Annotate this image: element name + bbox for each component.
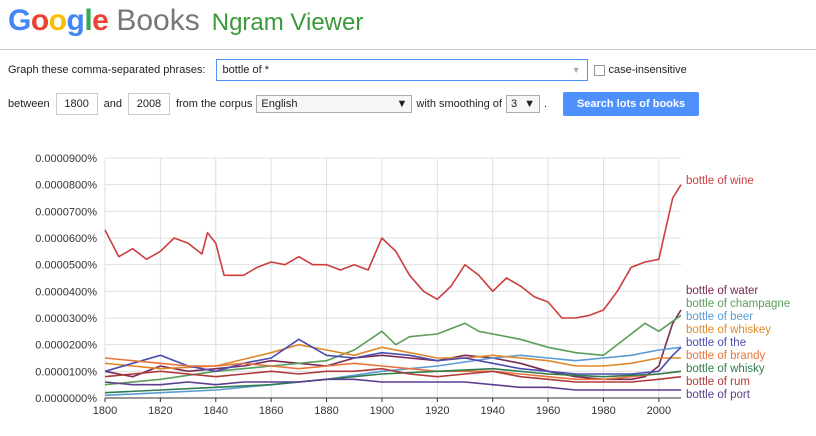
dropdown-caret-icon[interactable]: ▼ xyxy=(571,65,581,75)
series-line xyxy=(104,357,682,381)
x-tick-label: 1820 xyxy=(148,405,172,417)
y-tick-label: 0.0000900% xyxy=(35,153,97,165)
y-tick-label: 0.0000800% xyxy=(35,180,97,192)
ngram-viewer-title: Ngram Viewer xyxy=(211,9,364,36)
smoothing-select[interactable]: 3 ▼ xyxy=(505,95,540,113)
series-line xyxy=(104,367,682,383)
series-line xyxy=(104,309,682,381)
between-label: between xyxy=(8,98,50,110)
x-tick-label: 1920 xyxy=(425,405,449,417)
y-tick-label: 0.0000300% xyxy=(35,313,97,325)
logo-letter: g xyxy=(66,4,85,37)
y-tick-label: 0.0000700% xyxy=(35,206,97,218)
y-tick-label: 0.0000100% xyxy=(35,366,97,378)
case-insensitive-label: case-insensitive xyxy=(608,64,687,76)
series-label: bottle of brandy xyxy=(686,350,766,362)
x-tick-label: 1860 xyxy=(259,405,283,417)
smoothing-value: 3 xyxy=(510,98,518,110)
y-tick-label: 0.0000600% xyxy=(35,233,97,245)
header-divider xyxy=(0,49,816,50)
series-label: bottle of whisky xyxy=(686,363,765,375)
x-tick-label: 2000 xyxy=(647,405,671,417)
smoothing-label: with smoothing of xyxy=(416,98,502,110)
phrases-row: Graph these comma-separated phrases: bot… xyxy=(8,58,687,82)
period-text: . xyxy=(543,98,548,110)
logo-letter: o xyxy=(30,4,49,37)
series-label: bottle of whiskey xyxy=(686,324,771,336)
x-tick-label: 1940 xyxy=(480,405,504,417)
phrases-input[interactable]: bottle of * ▼ xyxy=(215,59,588,81)
series-label: bottle of the xyxy=(686,337,746,349)
case-insensitive-checkbox[interactable] xyxy=(593,64,605,76)
y-tick-label: 0.0000400% xyxy=(35,286,97,298)
start-year-input[interactable]: 1800 xyxy=(55,93,98,115)
x-tick-label: 1900 xyxy=(370,405,394,417)
ngram-chart: 0.0000000% 0.0000100% 0.0000200% 0.0000300%… xyxy=(35,153,790,417)
search-button[interactable]: Search lots of books xyxy=(563,92,700,116)
logo-letter: G xyxy=(8,4,31,37)
phrases-label: Graph these comma-separated phrases: xyxy=(8,64,206,76)
series-line xyxy=(104,367,682,394)
series-line xyxy=(104,346,682,397)
y-tick-label: 0.0000000% xyxy=(35,393,97,405)
series-line xyxy=(104,343,681,370)
y-tick-label: 0.0000200% xyxy=(35,340,97,352)
x-tick-label: 1840 xyxy=(204,405,228,417)
logo-letter: l xyxy=(84,4,93,37)
series-label: bottle of beer xyxy=(686,311,753,323)
corpus-value: English xyxy=(261,98,298,110)
corpus-label: from the corpus xyxy=(175,98,253,110)
series-line xyxy=(104,338,682,375)
x-tick-label: 1960 xyxy=(536,405,560,417)
x-tick-label: 1800 xyxy=(93,405,117,417)
series-label: bottle of port xyxy=(686,389,751,401)
series-label: bottle of wine xyxy=(686,175,754,187)
series-label: bottle of champagne xyxy=(686,298,790,310)
y-tick-label: 0.0000500% xyxy=(35,260,97,272)
series-label: bottle of water xyxy=(686,285,758,297)
and-label: and xyxy=(103,98,122,110)
google-logo[interactable]: Google xyxy=(8,4,109,38)
series-label: bottle of rum xyxy=(686,376,750,388)
range-row: between 1800 and 2008 from the corpus En… xyxy=(8,92,700,116)
logo-letter: o xyxy=(48,4,67,37)
x-tick-label: 1980 xyxy=(591,405,615,417)
chevron-down-icon: ▼ xyxy=(524,98,535,110)
end-year-input[interactable]: 2008 xyxy=(127,93,170,115)
x-tick-label: 1880 xyxy=(314,405,338,417)
books-wordmark: Books xyxy=(116,4,200,37)
logo-letter: e xyxy=(92,4,109,37)
chevron-down-icon: ▼ xyxy=(396,98,408,110)
series-line xyxy=(104,184,682,319)
series-line xyxy=(104,314,682,386)
corpus-select[interactable]: English ▼ xyxy=(256,95,413,113)
phrases-value: bottle of * xyxy=(222,64,269,76)
app-header: Google Books Ngram Viewer xyxy=(8,4,363,44)
series-line xyxy=(104,378,681,391)
